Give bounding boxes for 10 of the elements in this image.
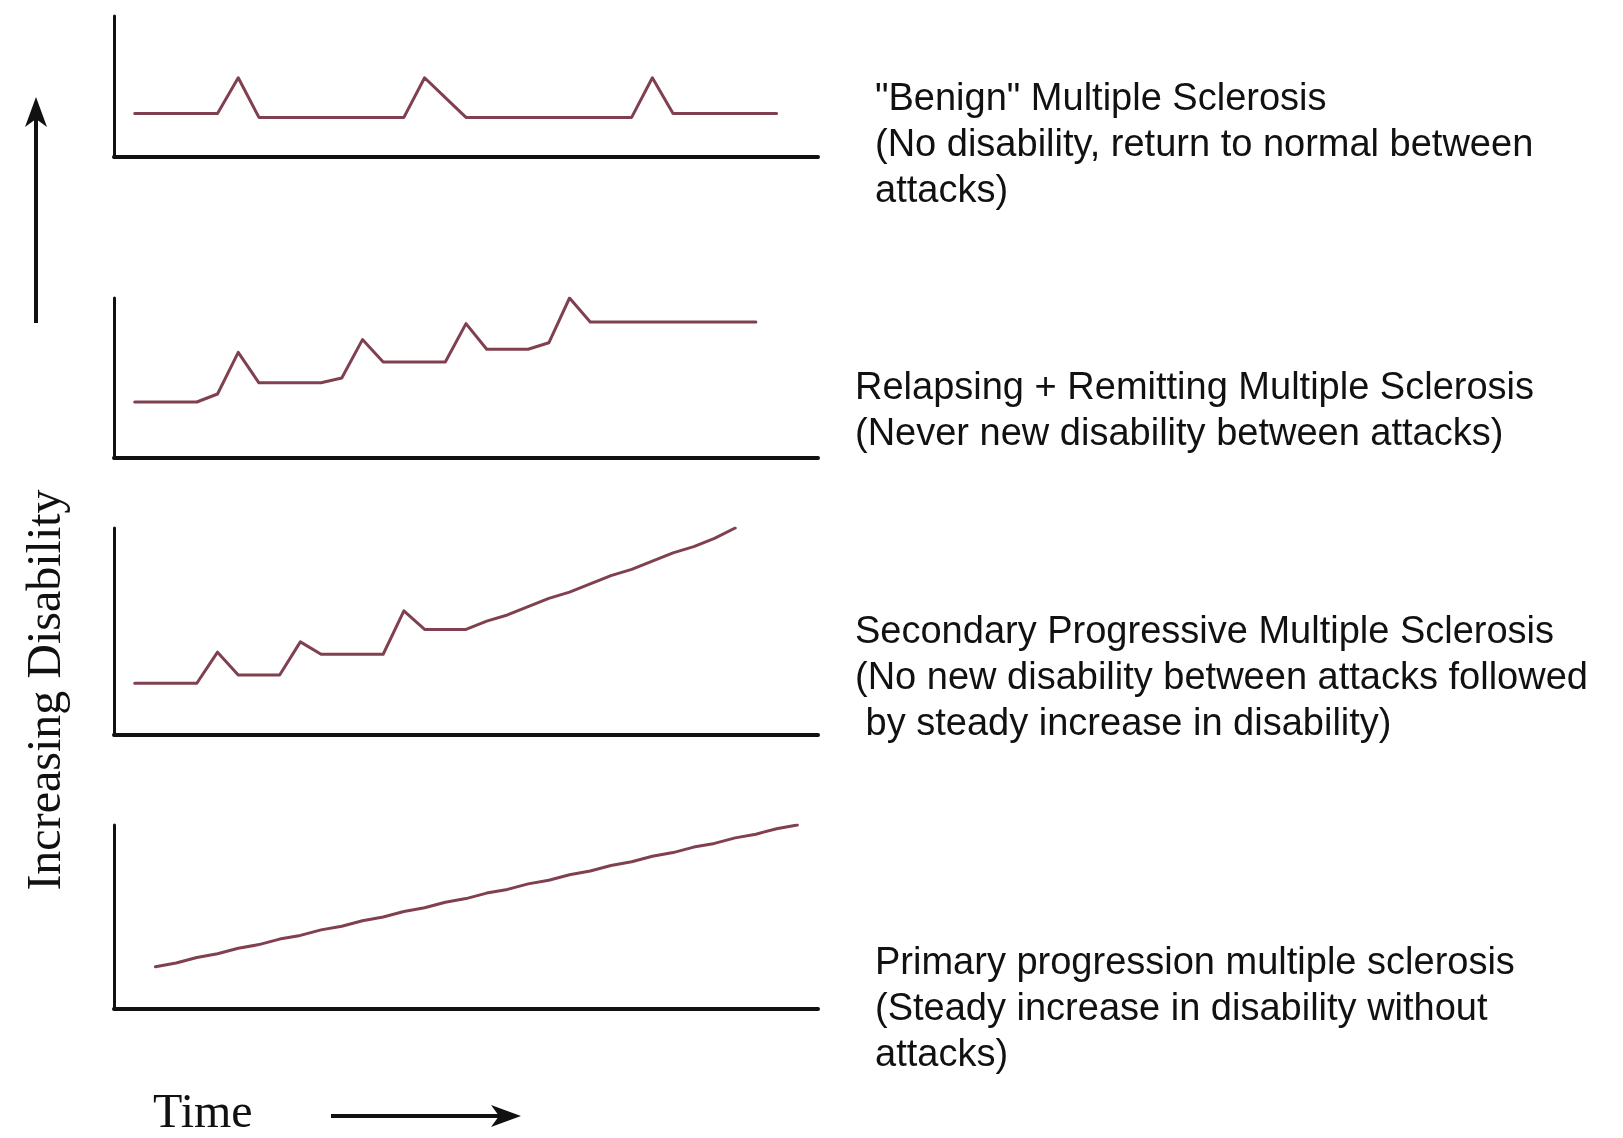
- text: (Never new disability between attacks): [855, 411, 1504, 453]
- text: Relapsing + Remitting Multiple Sclerosis: [855, 365, 1535, 407]
- text: Secondary Progressive Multiple Sclerosis: [855, 609, 1555, 651]
- text: (No new disability between attacks followed by steady increase in disability): [855, 655, 1588, 743]
- text: "Benign" Multiple Sclerosis: [875, 76, 1327, 118]
- text: Primary progression multiple sclerosis: [875, 940, 1515, 982]
- text: (No disability, return to normal between attacks): [875, 122, 1544, 210]
- y-axis-title: Increasing Disability: [15, 489, 71, 891]
- text: (Steady increase in disability without attacks): [875, 986, 1499, 1074]
- x-axis-title: Time: [153, 1083, 253, 1138]
